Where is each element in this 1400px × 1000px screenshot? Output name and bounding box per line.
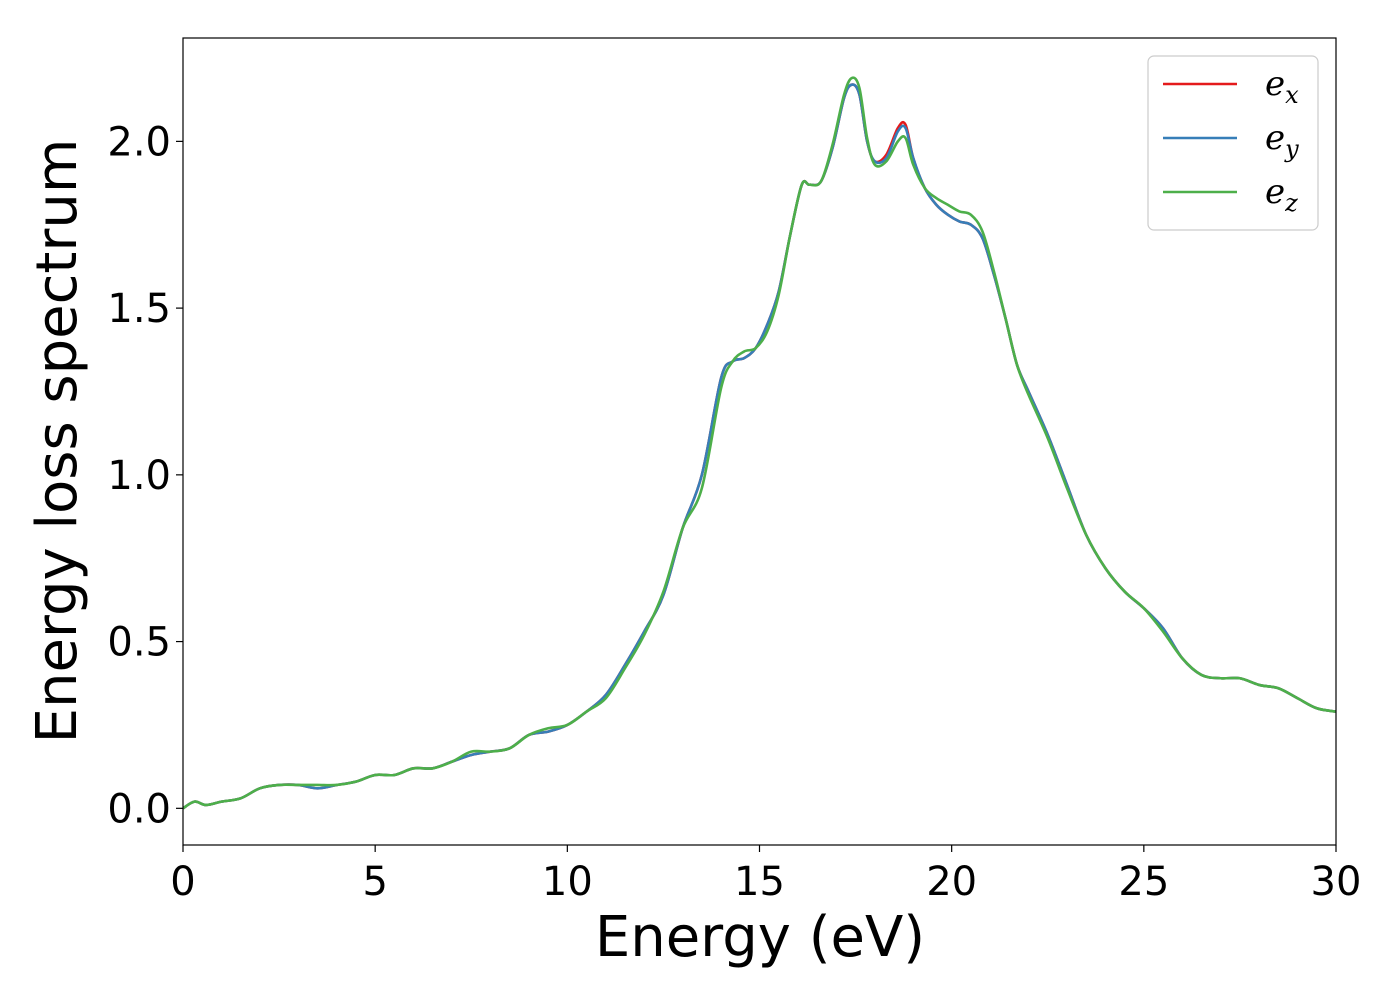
- x-tick-label: 5: [362, 859, 387, 905]
- x-tick-label: 20: [926, 859, 977, 905]
- x-tick-label: 30: [1311, 859, 1362, 905]
- legend-label-z: ez: [1265, 172, 1298, 217]
- y-axis-ticks: 0.0 0.5 1.0 1.5 2.0: [107, 119, 183, 832]
- x-tick-label: 25: [1118, 859, 1169, 905]
- x-axis-ticks: 0 5 10 15 20 25 30: [170, 845, 1361, 905]
- y-tick-label: 0.0: [107, 786, 171, 832]
- y-axis-label: Energy loss spectrum: [25, 139, 90, 744]
- legend-label-x: ex: [1265, 64, 1299, 109]
- series-line-z: [183, 76, 1336, 810]
- legend: ex ey ez: [1147, 55, 1319, 231]
- x-tick-label: 15: [734, 859, 785, 905]
- y-tick-label: 0.5: [107, 620, 171, 666]
- x-tick-label: 0: [170, 859, 195, 905]
- y-tick-label: 2.0: [107, 119, 171, 165]
- y-tick-label: 1.0: [107, 453, 171, 499]
- legend-items: ex ey ez: [1163, 64, 1299, 217]
- x-tick-label: 10: [542, 859, 593, 905]
- legend-box: [1147, 55, 1319, 231]
- x-axis-label: Energy (eV): [595, 905, 925, 970]
- legend-label-y: ey: [1265, 118, 1299, 163]
- y-tick-label: 1.5: [107, 286, 171, 332]
- series-layer: [183, 76, 1336, 810]
